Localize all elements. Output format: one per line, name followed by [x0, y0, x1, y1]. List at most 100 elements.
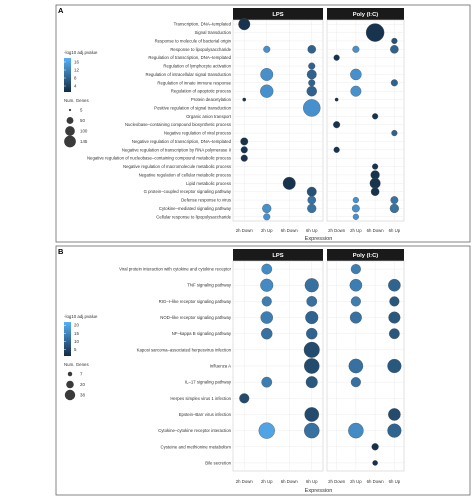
facet-plot-area: [326, 19, 405, 222]
facet-label: Poly (I:C): [353, 253, 379, 259]
facet-strip: [327, 8, 404, 20]
data-point: [333, 121, 341, 129]
data-point: [333, 146, 340, 153]
colorbar-tick-label: 12: [74, 68, 79, 73]
x-tick-label: 6h Up: [306, 228, 318, 233]
data-point: [391, 37, 398, 45]
y-term-label: Cytokine–cytokine receptor interaction: [158, 428, 231, 433]
data-point: [351, 204, 360, 213]
data-point: [304, 422, 320, 439]
facet-strip: [233, 249, 323, 261]
x-tick-label: 6h Down: [281, 228, 299, 233]
data-point: [262, 203, 272, 214]
y-term-label: NOD–like receptor signaling pathway: [160, 315, 232, 320]
data-point: [372, 163, 379, 170]
colorbar-tick-label: 5: [74, 347, 77, 352]
data-point: [261, 376, 273, 388]
y-term-label: Regulation of intracellular signal trans…: [145, 72, 231, 77]
x-tick-label: 2h Up: [350, 479, 362, 484]
colorbar-tick-label: 10: [74, 339, 79, 344]
colorbar-tick-label: 16: [74, 60, 79, 65]
size-legend-dot: [64, 135, 76, 148]
data-point: [238, 18, 251, 31]
data-point: [307, 195, 317, 205]
facet-label: Poly (I:C): [353, 12, 379, 18]
y-term-label: IL–17 signaling pathway: [185, 380, 232, 385]
data-point: [348, 358, 364, 374]
y-term-label: Negative regulation of cellular metaboli…: [139, 172, 231, 177]
data-point: [240, 154, 248, 162]
data-point: [388, 278, 401, 292]
data-point: [334, 97, 339, 102]
data-point: [387, 423, 402, 438]
x-tick-label: 2h Down: [328, 228, 346, 233]
data-point: [372, 113, 379, 120]
data-point: [350, 296, 361, 307]
y-term-label: Viral protein interaction with cytokine …: [119, 267, 232, 272]
size-legend-label: 100: [80, 129, 88, 134]
y-term-label: Bile secretion: [205, 460, 231, 465]
size-legend-dot: [66, 117, 74, 124]
size-legend-title: Num. Genes: [64, 98, 89, 103]
data-point: [333, 54, 340, 61]
data-point: [306, 69, 317, 80]
y-term-label: Positive regulation of signal transducti…: [154, 105, 232, 110]
size-legend-label: 5: [80, 108, 83, 113]
facet-label: LPS: [272, 12, 283, 18]
y-term-label: Cysteine and methionine metabolism: [161, 444, 232, 449]
x-tick-label: 2h Down: [236, 228, 254, 233]
y-term-label: Regulation of apoptotic process: [171, 89, 231, 94]
y-term-label: Herpes simplex virus 1 infection: [170, 396, 231, 401]
data-point: [260, 311, 274, 324]
y-term-label: Negative regulation of transcription, DN…: [132, 139, 232, 144]
data-point: [304, 358, 320, 374]
data-point: [240, 137, 249, 146]
data-point: [391, 129, 398, 137]
x-tick-label: 2h Up: [261, 228, 273, 233]
x-tick-label: 6h Up: [306, 479, 318, 484]
y-term-label: Response to molecule of bacterial origin: [155, 38, 232, 43]
data-point: [306, 186, 317, 197]
size-legend-label: 38: [80, 393, 85, 398]
data-point: [350, 264, 361, 275]
facet-label: LPS: [272, 253, 283, 259]
size-legend-dot: [68, 108, 72, 112]
panel-a-frame: [55, 4, 471, 243]
data-point: [308, 79, 316, 87]
x-tick-label: 6h Down: [281, 479, 299, 484]
color-legend-title: -log10 adj.pvalue: [64, 314, 98, 319]
x-tick-label: 2h Down: [328, 479, 346, 484]
data-point: [303, 99, 321, 117]
y-term-label: TNF signaling pathway: [187, 283, 232, 288]
data-point: [388, 408, 401, 421]
size-legend-dot: [66, 380, 74, 389]
panel-b-frame: [55, 245, 471, 496]
x-tick-label: 6h Up: [389, 479, 401, 484]
data-point: [240, 146, 248, 154]
data-point: [261, 263, 273, 275]
panel-letter: A: [58, 6, 64, 15]
data-point: [307, 45, 317, 54]
data-point: [372, 460, 378, 466]
data-point: [369, 177, 381, 189]
data-point: [261, 296, 272, 307]
colorbar-tick-label: 15: [74, 331, 79, 336]
y-term-label: Transcription, DNA–templated: [174, 22, 232, 27]
facet-strip: [233, 8, 323, 20]
size-legend-label: 7: [80, 372, 83, 377]
data-point: [305, 376, 318, 389]
data-point: [306, 86, 317, 97]
data-point: [260, 68, 274, 81]
data-point: [390, 45, 399, 54]
x-tick-label: 2h Up: [350, 228, 362, 233]
y-term-label: Regulation of transcription, DNA–templat…: [148, 55, 231, 60]
size-legend-title: Num. Genes: [64, 362, 89, 367]
y-term-label: Epstein–Barr virus infection: [179, 412, 232, 417]
data-point: [350, 85, 362, 97]
y-term-label: Organic anion transport: [186, 114, 232, 119]
y-term-label: Regulation of lymphocyte activation: [163, 64, 231, 69]
x-tick-label: 6h Down: [367, 479, 385, 484]
data-point: [349, 278, 363, 292]
data-point: [350, 68, 362, 81]
data-point: [348, 422, 364, 439]
